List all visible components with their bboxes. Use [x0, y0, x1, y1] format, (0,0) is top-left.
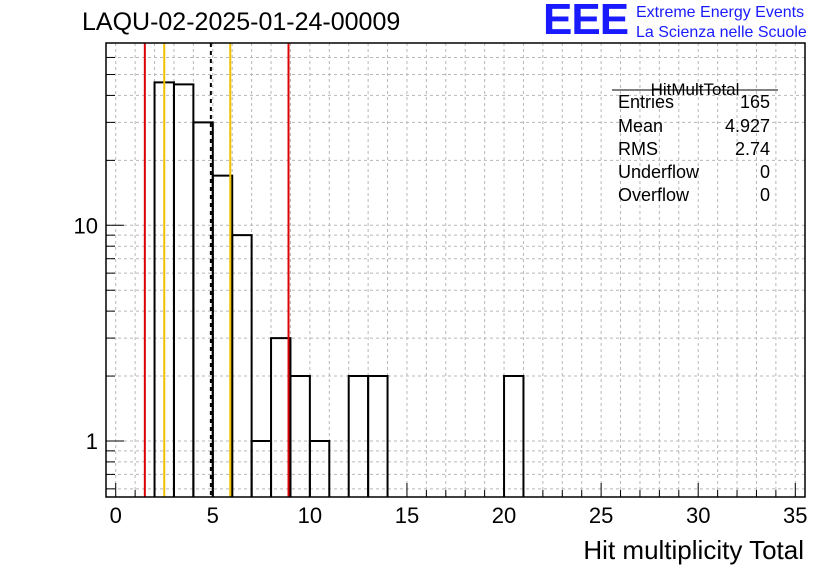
x-tick-label: 5 — [207, 503, 219, 528]
stats-label: Entries — [618, 92, 675, 112]
stats-label: Mean — [618, 116, 664, 136]
histogram-bin — [367, 375, 389, 497]
logo-text-line1: Extreme Energy Events — [636, 4, 805, 21]
stats-value: 2.74 — [734, 139, 770, 159]
x-tick-label: 35 — [783, 503, 807, 528]
histogram-bin — [503, 375, 525, 497]
stats-value: 0 — [759, 162, 770, 182]
stats-value: 4.927 — [724, 116, 770, 136]
plot-title: LAQU-02-2025-01-24-00009 — [82, 8, 401, 36]
x-axis-title: Hit multiplicity Total — [583, 535, 804, 565]
histogram-bin — [231, 234, 253, 497]
stats-value: 165 — [739, 92, 770, 112]
x-tick-label: 25 — [589, 503, 613, 528]
x-tick-label: 15 — [395, 503, 419, 528]
histogram-bin — [289, 375, 311, 497]
stats-label: Underflow — [618, 162, 700, 182]
stats-label: RMS — [618, 139, 658, 159]
x-tick-label: 0 — [110, 503, 122, 528]
y-tick-label: 1 — [86, 429, 98, 454]
x-tick-label: 10 — [298, 503, 322, 528]
plot-frame — [105, 42, 806, 498]
histogram-bin — [347, 375, 370, 497]
x-tick-label: 30 — [686, 503, 710, 528]
histogram-bin — [308, 439, 331, 497]
eee-logo: EEE — [543, 0, 629, 44]
stats-box-title: HitMultTotal — [650, 80, 740, 99]
x-tick-label: 20 — [492, 503, 516, 528]
stats-label: Overflow — [618, 185, 690, 205]
y-tick-label: 10 — [74, 213, 98, 238]
stats-value: 0 — [759, 185, 770, 205]
logo-text-line2: La Scienza nelle Scuole — [636, 24, 807, 41]
